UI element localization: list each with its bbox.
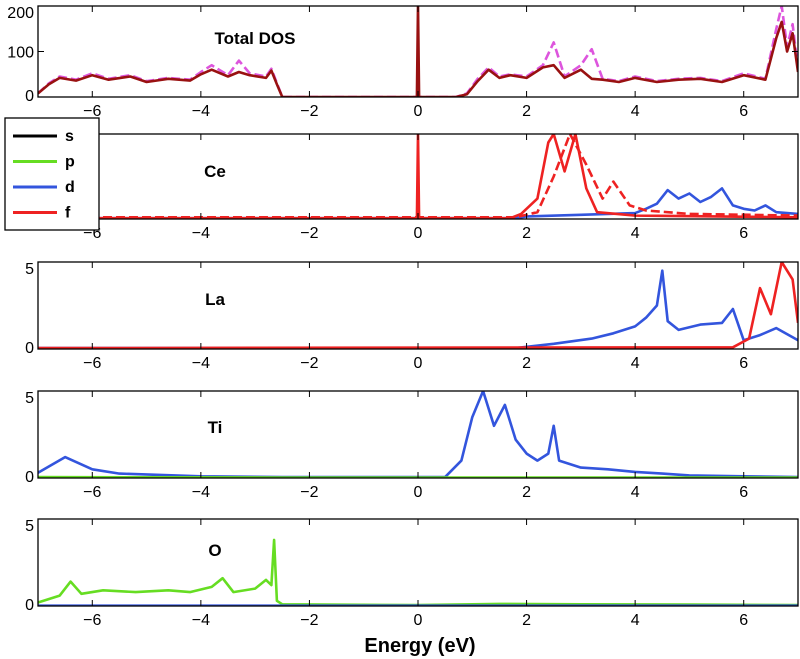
y-tick-label-la: 5 <box>25 261 34 278</box>
series-o-p <box>38 538 798 606</box>
x-tick-label-ce: −4 <box>192 225 210 242</box>
x-tick-label-total-dos: 0 <box>414 103 423 120</box>
legend-label-d: d <box>65 179 75 196</box>
panel-title-la: La <box>205 290 225 309</box>
x-tick-label-la: 2 <box>522 355 531 372</box>
panel-series-la <box>38 262 798 349</box>
x-tick-label-total-dos: 6 <box>739 103 748 120</box>
legend-label-s: s <box>65 128 74 145</box>
legend-label-f: f <box>65 205 71 222</box>
legend-label-p: p <box>65 154 75 171</box>
x-tick-label-ti: 6 <box>739 484 748 501</box>
panel-o: −6 −4 −2 0 2 4 6 0 5 O <box>25 518 799 629</box>
series-total-dos-total-dos <box>38 20 798 97</box>
x-tick-label-ti: 2 <box>522 484 531 501</box>
x-tick-label-o: 2 <box>522 612 531 629</box>
series-total-dos-total-dos-fermi-spike- <box>415 6 421 97</box>
series-ce-f-dashed- <box>38 134 798 219</box>
x-tick-label-la: −4 <box>192 355 210 372</box>
panel-la: −6 −4 −2 0 2 4 6 0 5 La <box>25 261 799 372</box>
panel-series-o <box>38 538 798 606</box>
x-tick-label-total-dos: −4 <box>192 103 210 120</box>
panel-frame-ti <box>37 390 799 479</box>
x-tick-label-ti: −6 <box>83 484 101 501</box>
x-axis-title-group: Energy (eV) <box>364 635 475 657</box>
panel-frame-o <box>37 518 799 607</box>
x-tick-label-la: 0 <box>414 355 423 372</box>
panel-series-ti <box>38 391 798 478</box>
y-tick-label-la: 0 <box>25 340 34 357</box>
series-ce-f <box>38 134 798 219</box>
x-tick-label-la: −2 <box>300 355 318 372</box>
x-tick-label-ce: 4 <box>631 225 640 242</box>
x-tick-label-o: −6 <box>83 612 101 629</box>
series-la-d <box>38 269 798 349</box>
x-tick-label-ce: 2 <box>522 225 531 242</box>
panel-title-total-dos: Total DOS <box>215 29 296 48</box>
panel-total-dos: −6 −4 −2 0 2 4 6 0 100 200 Total DOS <box>7 5 799 120</box>
y-tick-label-ti: 0 <box>25 469 34 486</box>
x-tick-label-o: 4 <box>631 612 640 629</box>
panel-title-ti: Ti <box>208 418 223 437</box>
y-tick-label-ti: 5 <box>25 390 34 407</box>
x-axis-title: Energy (eV) <box>364 635 475 657</box>
panel-series-ce <box>38 134 798 219</box>
x-tick-label-ti: −2 <box>300 484 318 501</box>
panel-frame-la <box>37 261 799 350</box>
x-tick-label-la: −6 <box>83 355 101 372</box>
x-tick-label-la: 4 <box>631 355 640 372</box>
x-tick-label-ti: −4 <box>192 484 210 501</box>
panel-ti: −6 −4 −2 0 2 4 6 0 5 Ti <box>25 390 799 501</box>
panel-ce: −6−4−2024605Ce <box>25 133 799 242</box>
series-ce-f-fermi-spike- <box>415 134 421 219</box>
series-ce-d <box>38 187 798 219</box>
y-tick-label-total-dos: 0 <box>25 88 34 105</box>
x-tick-label-ce: 0 <box>414 225 423 242</box>
x-tick-label-o: −2 <box>300 612 318 629</box>
x-tick-label-ti: 4 <box>631 484 640 501</box>
y-tick-label-o: 5 <box>25 518 34 535</box>
series-la-f <box>38 262 798 349</box>
series-ti-d <box>38 391 798 478</box>
x-tick-label-o: −4 <box>192 612 210 629</box>
x-tick-label-la: 6 <box>739 355 748 372</box>
y-tick-label-total-dos: 200 <box>7 5 34 22</box>
x-tick-label-o: 6 <box>739 612 748 629</box>
panel-series-total-dos <box>38 6 798 97</box>
x-tick-label-ce: 6 <box>739 225 748 242</box>
x-tick-label-ce: −2 <box>300 225 318 242</box>
panel-title-ce: Ce <box>204 162 226 181</box>
x-tick-label-total-dos: −2 <box>300 103 318 120</box>
x-tick-label-total-dos: 2 <box>522 103 531 120</box>
y-tick-label-total-dos: 100 <box>7 45 34 62</box>
x-tick-label-o: 0 <box>414 612 423 629</box>
panel-title-o: O <box>208 541 221 560</box>
x-tick-label-ti: 0 <box>414 484 423 501</box>
x-tick-label-total-dos: 4 <box>631 103 640 120</box>
x-tick-label-total-dos: −6 <box>83 103 101 120</box>
y-tick-label-o: 0 <box>25 597 34 614</box>
